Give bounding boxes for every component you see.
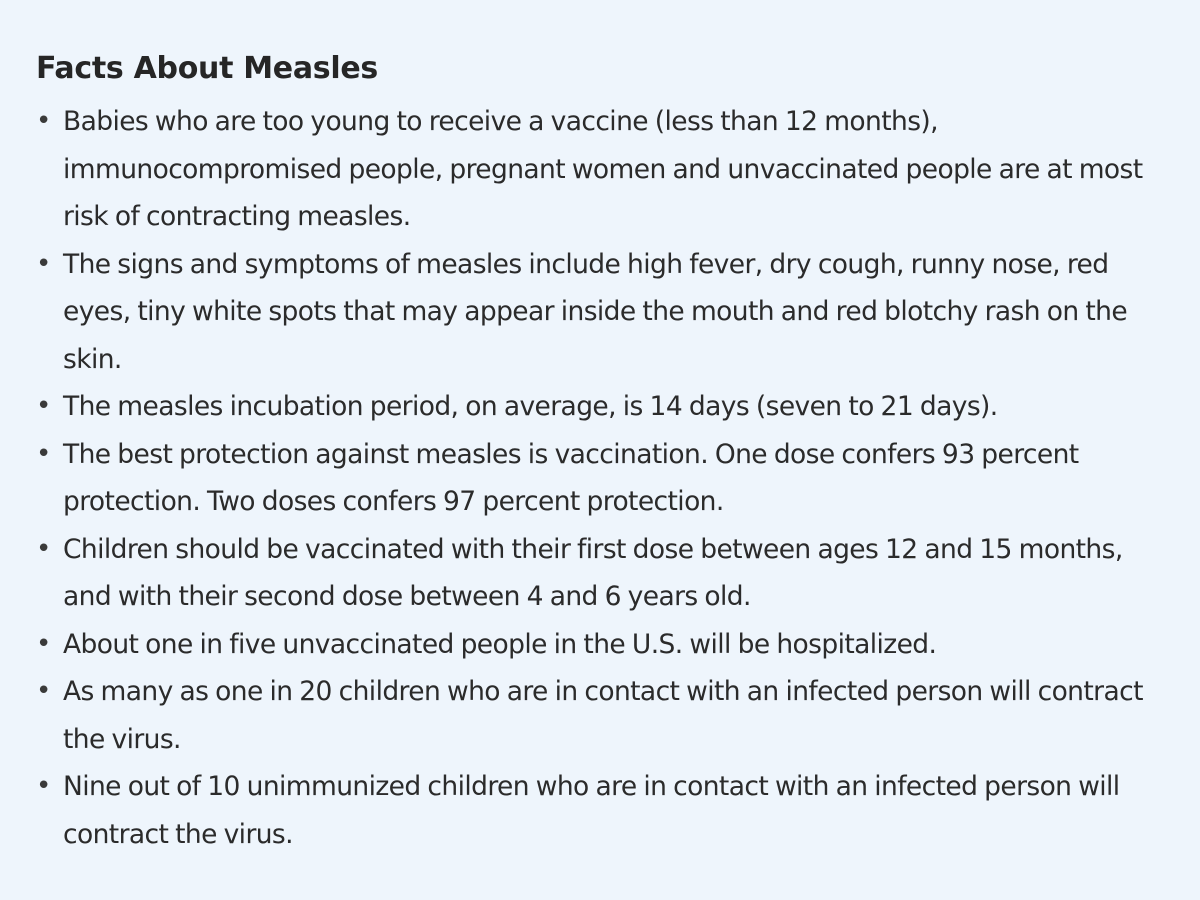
fact-text: Children should be vaccinated with their… <box>63 533 1123 613</box>
fact-text: The measles incubation period, on averag… <box>63 391 998 422</box>
bullet-icon: • <box>36 438 51 469</box>
bullet-icon: • <box>36 628 51 659</box>
facts-list: • Babies who are too young to receive a … <box>36 98 1170 858</box>
fact-item: • About one in five unvaccinated people … <box>36 621 1170 669</box>
fact-text: Babies who are too young to receive a va… <box>63 106 1143 232</box>
fact-text: About one in five unvaccinated people in… <box>63 628 937 660</box>
fact-item: • Babies who are too young to receive a … <box>36 98 1170 241</box>
fact-item: • As many as one in 20 children who are … <box>36 668 1170 763</box>
fact-item: • The measles incubation period, on aver… <box>36 383 1170 431</box>
fact-text: Nine out of 10 unimmunized children who … <box>63 771 1120 850</box>
fact-item: • Nine out of 10 unimmunized children wh… <box>36 763 1170 858</box>
bullet-icon: • <box>36 248 51 279</box>
bullet-icon: • <box>36 533 51 564</box>
bullet-icon: • <box>36 676 51 706</box>
bullet-icon: • <box>36 106 51 136</box>
fact-text: As many as one in 20 children who are in… <box>63 676 1143 755</box>
bullet-icon: • <box>36 771 51 801</box>
facts-title: Facts About Measles <box>36 51 378 86</box>
fact-item: • The signs and symptoms of measles incl… <box>36 241 1170 384</box>
bullet-icon: • <box>36 391 51 421</box>
fact-item: • The best protection against measles is… <box>36 431 1170 526</box>
fact-text: The signs and symptoms of measles includ… <box>63 248 1128 375</box>
fact-item: • Children should be vaccinated with the… <box>36 526 1170 621</box>
fact-text: The best protection against measles is v… <box>63 438 1079 518</box>
